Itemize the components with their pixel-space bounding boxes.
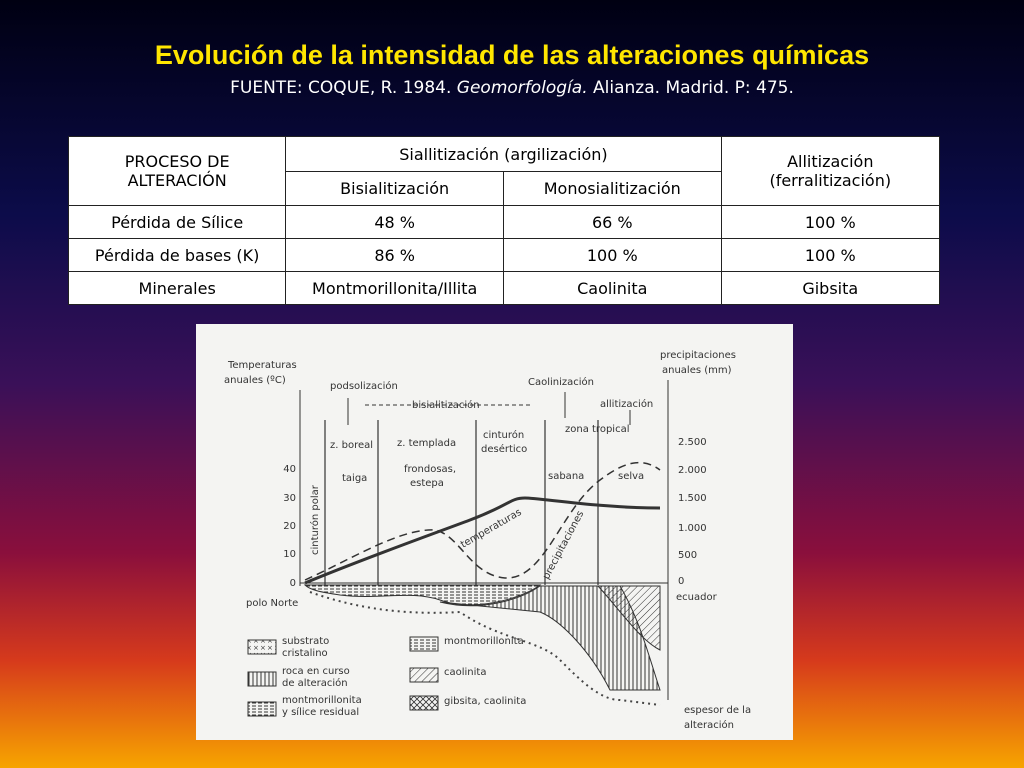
tick-label: 0 — [678, 576, 684, 587]
tick-label: 1.500 — [678, 493, 707, 504]
cell: Allitización (ferralitización) — [720, 136, 941, 206]
kaolinite-zone — [596, 585, 661, 651]
tick-label: 2.000 — [678, 465, 707, 476]
legend-label: montmorillonita — [444, 636, 524, 647]
cell: Gibsita — [720, 271, 941, 305]
legend-swatch — [409, 667, 439, 683]
legend-swatch — [247, 671, 277, 687]
source-text: FUENTE: COQUE, R. 1984. — [230, 78, 457, 98]
zone-lines — [324, 420, 599, 585]
zone-label: z. boreal — [330, 440, 373, 451]
process-label: bisialitización — [412, 399, 480, 411]
legend-label: roca en curso — [282, 666, 350, 677]
cell: 100 % — [503, 238, 722, 272]
table-body: Pérdida de Sílice 48 % 66 % 100 % Pérdida de… — [67, 205, 941, 305]
source-book: Geomorfología. — [456, 78, 588, 98]
table: PROCESO DE ALTERACIÓN Siallitización (arg… — [67, 136, 941, 305]
legend-label: montmorillonita — [282, 695, 362, 706]
cell: 100 % — [720, 238, 941, 272]
zone-label: z. templada — [397, 438, 456, 449]
legend-swatch — [409, 636, 439, 652]
row: Pérdida de bases (K) 86 % 100 % 100 % — [67, 238, 941, 272]
zone-label: cinturón polar — [309, 484, 321, 555]
zone-label: cinturón — [483, 429, 524, 441]
axis-label: Temperaturas — [227, 360, 297, 371]
montmorillonite-zone — [303, 584, 542, 606]
end-label: ecuador — [676, 592, 718, 603]
tick-label: 30 — [283, 493, 296, 504]
cell: Monosialitización — [503, 171, 722, 206]
legend-label: caolinita — [444, 667, 486, 678]
tick-label: 0 — [290, 578, 296, 589]
legend-label: substrato — [282, 636, 329, 647]
end-label: espesor de la — [684, 705, 751, 716]
process-label: podsolización — [330, 380, 398, 392]
zone-label: selva — [618, 471, 644, 482]
tick-label: 20 — [283, 521, 296, 532]
cell: 100 % — [720, 205, 941, 239]
zone-label: frondosas, — [404, 464, 456, 475]
arrow — [347, 392, 631, 425]
cell-text: PROCESO DE — [124, 152, 230, 171]
cell: 86 % — [285, 238, 504, 272]
legend-swatch — [247, 639, 277, 655]
zone-label: zona tropical — [565, 424, 629, 435]
axis-label: anuales (mm) — [662, 365, 732, 376]
axis-label: precipitaciones — [660, 350, 736, 361]
crystalline-substrate — [309, 591, 661, 706]
cell-text: (ferralitización) — [769, 171, 892, 190]
cell: PROCESO DE ALTERACIÓN — [67, 136, 287, 206]
legend-label: gibsita, caolinita — [444, 696, 526, 707]
end-label: polo Norte — [246, 598, 298, 609]
zone-label: desértico — [481, 443, 527, 455]
cell-text: ALTERACIÓN — [127, 171, 227, 190]
legend-swatch — [409, 695, 439, 711]
tick-label: 1.000 — [678, 523, 707, 534]
cell: Pérdida de bases (K) — [67, 238, 287, 272]
legend-label: y sílice residual — [282, 706, 359, 718]
zone-label: sabana — [548, 471, 584, 482]
row: Minerales Montmorillonita/Illita Caolinita… — [67, 271, 941, 305]
cell: Montmorillonita/Illita — [285, 271, 504, 305]
zone-label: estepa — [410, 478, 444, 489]
end-label: alteración — [684, 719, 734, 731]
axis-label: anuales (ºC) — [224, 375, 286, 386]
altering-zone — [439, 585, 661, 691]
title: Evolución de la intensidad de las altera… — [154, 40, 870, 70]
cell-text: Allitización — [787, 152, 874, 171]
tick-label: 500 — [678, 550, 697, 561]
row: Pérdida de Sílice 48 % 66 % 100 % — [67, 205, 941, 239]
legend-swatch — [247, 701, 277, 717]
cell: Caolinita — [503, 271, 722, 305]
cell: 66 % — [503, 205, 722, 239]
tick-label: 10 — [283, 549, 296, 560]
zone-label: taiga — [342, 473, 367, 484]
tick-label: 40 — [283, 464, 296, 475]
precipitation-curve — [304, 461, 661, 581]
diagram-bg — [196, 324, 793, 740]
process-label: allitización — [600, 398, 653, 410]
legend-label: cristalino — [282, 648, 328, 659]
cell: Minerales — [67, 271, 287, 305]
process-label: Caolinización — [528, 376, 594, 388]
source: FUENTE: COQUE, R. 1984. Geomorfología. A… — [0, 78, 1024, 98]
cell: Bisialitización — [285, 171, 504, 206]
temperature-curve — [304, 496, 661, 585]
legend-label: de alteración — [282, 677, 348, 689]
cell: Pérdida de Sílice — [67, 205, 287, 239]
cell: 48 % — [285, 205, 504, 239]
cell: Siallitización (argilización) — [285, 136, 722, 172]
source-text: Alianza. Madrid. P: 475. — [587, 78, 794, 98]
tick-label: 2.500 — [678, 437, 707, 448]
